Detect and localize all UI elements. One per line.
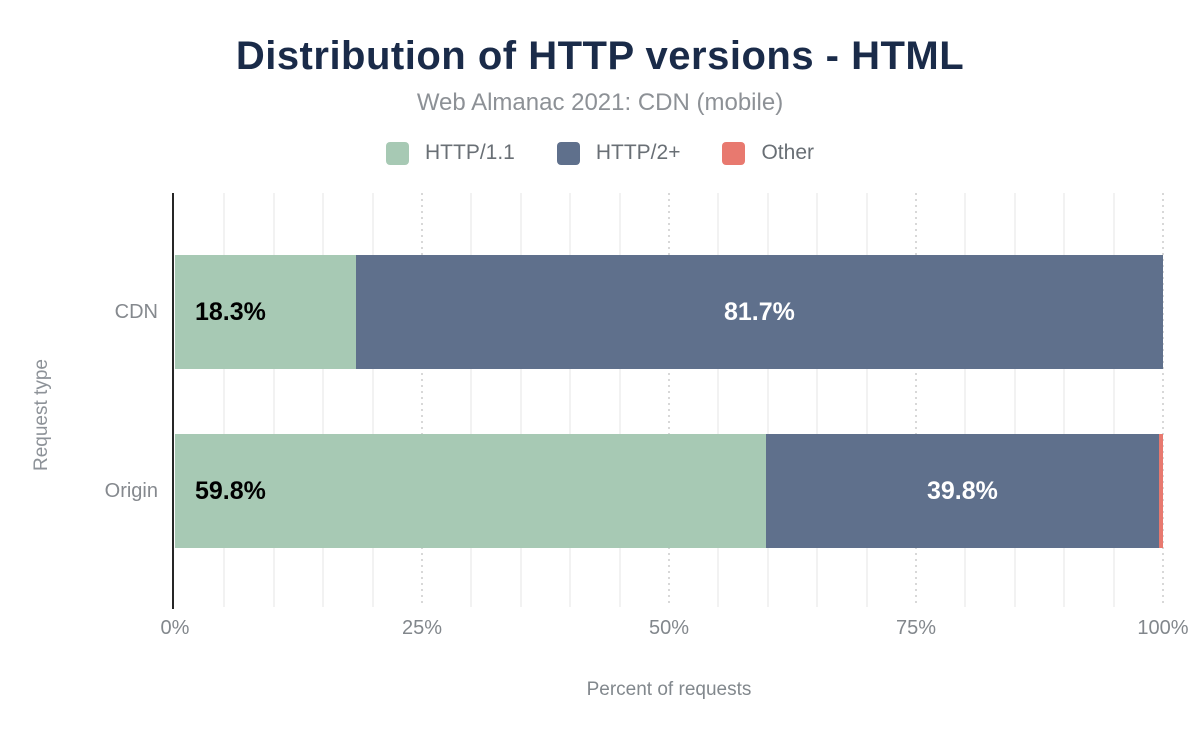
plot-area: 18.3% 81.7% 59.8% 39.8% [175, 193, 1164, 607]
bar-row-cdn: 18.3% 81.7% [175, 255, 1163, 369]
bar-value-label-cdn-http-1-1: 18.3% [195, 297, 266, 326]
y-category-label-cdn: CDN [114, 301, 158, 323]
minor-gridline-5 [223, 193, 226, 607]
minor-gridline-15 [322, 193, 325, 607]
x-tick-label-50: 50% [648, 617, 690, 639]
x-tick-label-25: 25% [401, 617, 443, 639]
minor-gridline-65 [816, 193, 819, 607]
minor-gridline-90 [1063, 193, 1066, 607]
legend-label-http-2: HTTP/2+ [595, 141, 681, 164]
x-tick-label-75: 75% [895, 617, 937, 639]
chart-title: Distribution of HTTP versions - HTML [235, 34, 965, 78]
bar-segment-origin-http-2: 39.8% [765, 434, 1160, 548]
major-gridline-100 [1162, 193, 1164, 607]
minor-gridline-60 [766, 193, 769, 607]
legend-swatch-other [722, 141, 746, 165]
minor-gridline-30 [470, 193, 473, 607]
bar-value-label-cdn-http-2: 81.7% [723, 297, 795, 326]
bar-segment-cdn-http-2: 81.7% [355, 255, 1163, 369]
x-tick-label-0: 0% [160, 617, 190, 639]
x-tick-label-100: 100% [1137, 617, 1189, 639]
legend-label-other: Other [761, 141, 814, 164]
bar-row-origin: 59.8% 39.8% [175, 434, 1163, 548]
minor-gridline-35 [519, 193, 522, 607]
major-gridline-75 [915, 193, 917, 607]
minor-gridline-85 [1013, 193, 1016, 607]
y-axis-line [172, 193, 174, 609]
minor-gridline-40 [569, 193, 572, 607]
y-category-label-origin: Origin [104, 480, 158, 502]
legend-item-http-2: HTTP/2+ [556, 141, 681, 165]
x-axis-title: Percent of requests [586, 679, 752, 700]
minor-gridline-45 [618, 193, 621, 607]
minor-gridline-55 [717, 193, 720, 607]
major-gridline-50 [668, 193, 670, 607]
bar-segment-origin-http-1-1: 59.8% [175, 434, 766, 548]
minor-gridline-95 [1112, 193, 1115, 607]
legend-label-http-1-1: HTTP/1.1 [425, 141, 515, 164]
minor-gridline-70 [865, 193, 868, 607]
y-axis-title: Request type [31, 359, 52, 471]
chart-subtitle: Web Almanac 2021: CDN (mobile) [416, 89, 784, 116]
legend-swatch-http-1-1 [386, 141, 409, 165]
legend-item-http-1-1: HTTP/1.1 [386, 141, 515, 165]
major-gridline-25 [421, 193, 423, 607]
bar-value-label-origin-http-1-1: 59.8% [195, 476, 266, 505]
legend-swatch-http-2 [556, 141, 580, 165]
legend-item-other: Other [722, 141, 814, 165]
minor-gridline-20 [371, 193, 374, 607]
bar-segment-cdn-http-1-1: 18.3% [175, 255, 356, 369]
minor-gridline-10 [272, 193, 275, 607]
minor-gridline-80 [964, 193, 967, 607]
bar-value-label-origin-http-2: 39.8% [926, 476, 998, 505]
legend: HTTP/1.1 HTTP/2+ Other [0, 141, 1200, 165]
bar-segment-origin-other [1159, 434, 1163, 548]
